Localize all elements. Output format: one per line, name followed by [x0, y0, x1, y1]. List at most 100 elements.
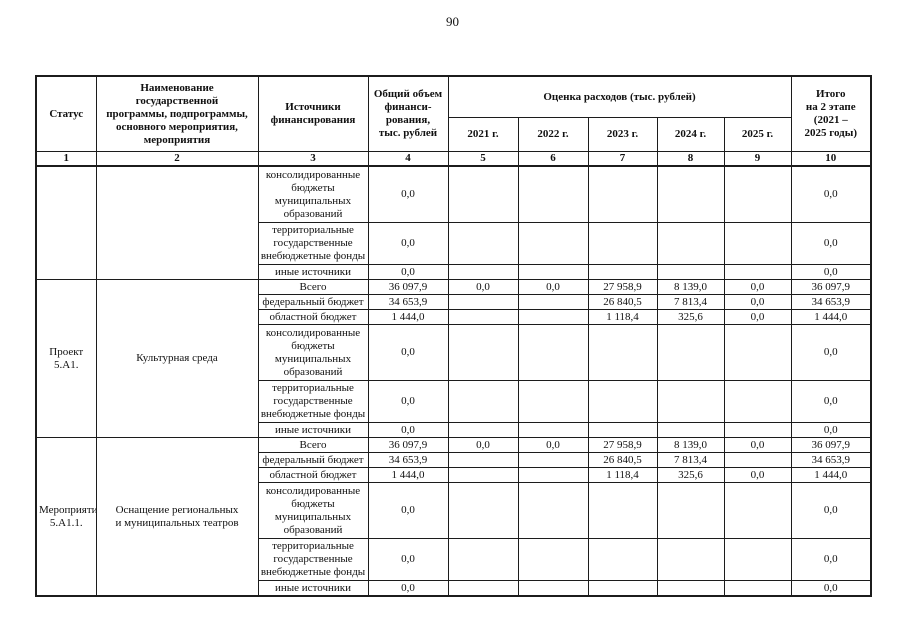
- y2025-value: [723, 452, 792, 468]
- source-label: иные источники: [257, 422, 369, 438]
- table-row: иные источники 0,0 0,0: [36, 580, 872, 597]
- y2022-value: [517, 422, 589, 438]
- y2023-value: [587, 482, 658, 539]
- total-value: 36 097,9: [367, 279, 449, 295]
- y2023-value: [587, 538, 658, 581]
- y2025-value: 0,0: [723, 279, 792, 295]
- y2023-value: [587, 380, 658, 423]
- y2023-value: [587, 324, 658, 381]
- source-label: Всего: [257, 279, 369, 295]
- y2025-value: [723, 580, 792, 597]
- y2022-value: [517, 538, 589, 581]
- col-number: 7: [587, 151, 658, 167]
- col-header-year-2023: 2023 г.: [587, 117, 658, 152]
- header-row-numbers: 1 2 3 4 5 6 7 8 9 10: [35, 151, 872, 167]
- y2021-value: [447, 294, 519, 310]
- total-value: 0,0: [367, 580, 449, 597]
- y2025-value: [723, 165, 792, 223]
- y2023-value: 27 958,9: [587, 437, 658, 453]
- table-row: федеральный бюджет 34 653,9 26 840,5 7 8…: [36, 452, 872, 468]
- stage-total-value: 0,0: [790, 538, 872, 581]
- source-label: иные источники: [257, 580, 369, 597]
- y2022-value: 0,0: [517, 279, 589, 295]
- col-header-funding-sources: Источники финансирования: [257, 75, 369, 152]
- y2024-value: 325,6: [656, 309, 725, 325]
- col-header-status: Статус: [35, 75, 97, 152]
- y2021-value: [447, 580, 519, 597]
- col-number: 1: [35, 151, 97, 167]
- y2024-value: [656, 324, 725, 381]
- total-value: 0,0: [367, 264, 449, 280]
- source-label: территориальные государственные внебюдже…: [257, 222, 369, 265]
- y2022-value: [517, 222, 589, 265]
- total-value: 1 444,0: [367, 309, 449, 325]
- col-header-year-2025: 2025 г.: [723, 117, 792, 152]
- col-number: 9: [723, 151, 792, 167]
- col-header-total-funding: Общий объем финанси- рования, тыс. рубле…: [367, 75, 449, 152]
- y2022-value: [517, 324, 589, 381]
- total-value: 0,0: [367, 538, 449, 581]
- y2022-value: [517, 580, 589, 597]
- program-name-cell: Культурная среда: [95, 279, 259, 438]
- y2023-value: [587, 580, 658, 597]
- budget-table: Статус Наименование государственной прог…: [35, 75, 873, 597]
- y2021-value: [447, 422, 519, 438]
- total-value: 0,0: [367, 422, 449, 438]
- source-label: федеральный бюджет: [257, 452, 369, 468]
- y2021-value: [447, 452, 519, 468]
- y2023-value: [587, 422, 658, 438]
- y2021-value: [447, 538, 519, 581]
- y2024-value: [656, 580, 725, 597]
- total-value: 0,0: [367, 324, 449, 381]
- col-number: 4: [367, 151, 449, 167]
- source-label: Всего: [257, 437, 369, 453]
- y2025-value: [723, 482, 792, 539]
- col-number: 10: [790, 151, 872, 167]
- y2022-value: [517, 294, 589, 310]
- y2024-value: [656, 538, 725, 581]
- y2022-value: [517, 452, 589, 468]
- y2021-value: [447, 222, 519, 265]
- y2024-value: [656, 264, 725, 280]
- total-value: 0,0: [367, 222, 449, 265]
- y2024-value: [656, 380, 725, 423]
- y2023-value: 1 118,4: [587, 309, 658, 325]
- y2025-value: 0,0: [723, 437, 792, 453]
- status-cell: Проект 5.А1.: [35, 279, 97, 438]
- col-number: 8: [656, 151, 725, 167]
- source-label: территориальные государственные внебюдже…: [257, 380, 369, 423]
- stage-total-value: 0,0: [790, 264, 872, 280]
- y2021-value: 0,0: [447, 279, 519, 295]
- header-row-top: Статус Наименование государственной прог…: [35, 75, 872, 152]
- y2023-value: [587, 222, 658, 265]
- y2025-value: [723, 380, 792, 423]
- y2024-value: 7 813,4: [656, 452, 725, 468]
- stage-total-value: 0,0: [790, 482, 872, 539]
- stage-total-value: 1 444,0: [790, 467, 872, 483]
- source-label: территориальные государственные внебюдже…: [257, 538, 369, 581]
- table-row: Проект 5.А1. Культурная среда Всего 36 0…: [35, 279, 872, 438]
- y2023-value: 1 118,4: [587, 467, 658, 483]
- y2024-value: 8 139,0: [656, 437, 725, 453]
- y2024-value: [656, 482, 725, 539]
- program-name-cell: [95, 165, 259, 280]
- y2022-value: [517, 482, 589, 539]
- y2022-value: [517, 165, 589, 223]
- source-label: консолидированные бюджеты муниципальных …: [257, 482, 369, 539]
- y2023-value: [587, 264, 658, 280]
- table-row: иные источники 0,0 0,0: [36, 422, 872, 438]
- stage-total-value: 36 097,9: [790, 437, 872, 453]
- col-header-year-2021: 2021 г.: [447, 117, 519, 152]
- y2024-value: 325,6: [656, 467, 725, 483]
- table-row: территориальные государственные внебюдже…: [36, 538, 872, 581]
- total-value: 36 097,9: [367, 437, 449, 453]
- col-number: 6: [517, 151, 589, 167]
- source-label: консолидированные бюджеты муниципальных …: [257, 165, 369, 223]
- col-number: 3: [257, 151, 369, 167]
- stage-total-value: 36 097,9: [790, 279, 872, 295]
- total-value: 34 653,9: [367, 294, 449, 310]
- stage-total-value: 34 653,9: [790, 452, 872, 468]
- source-label: областной бюджет: [257, 309, 369, 325]
- stage-total-value: 0,0: [790, 580, 872, 597]
